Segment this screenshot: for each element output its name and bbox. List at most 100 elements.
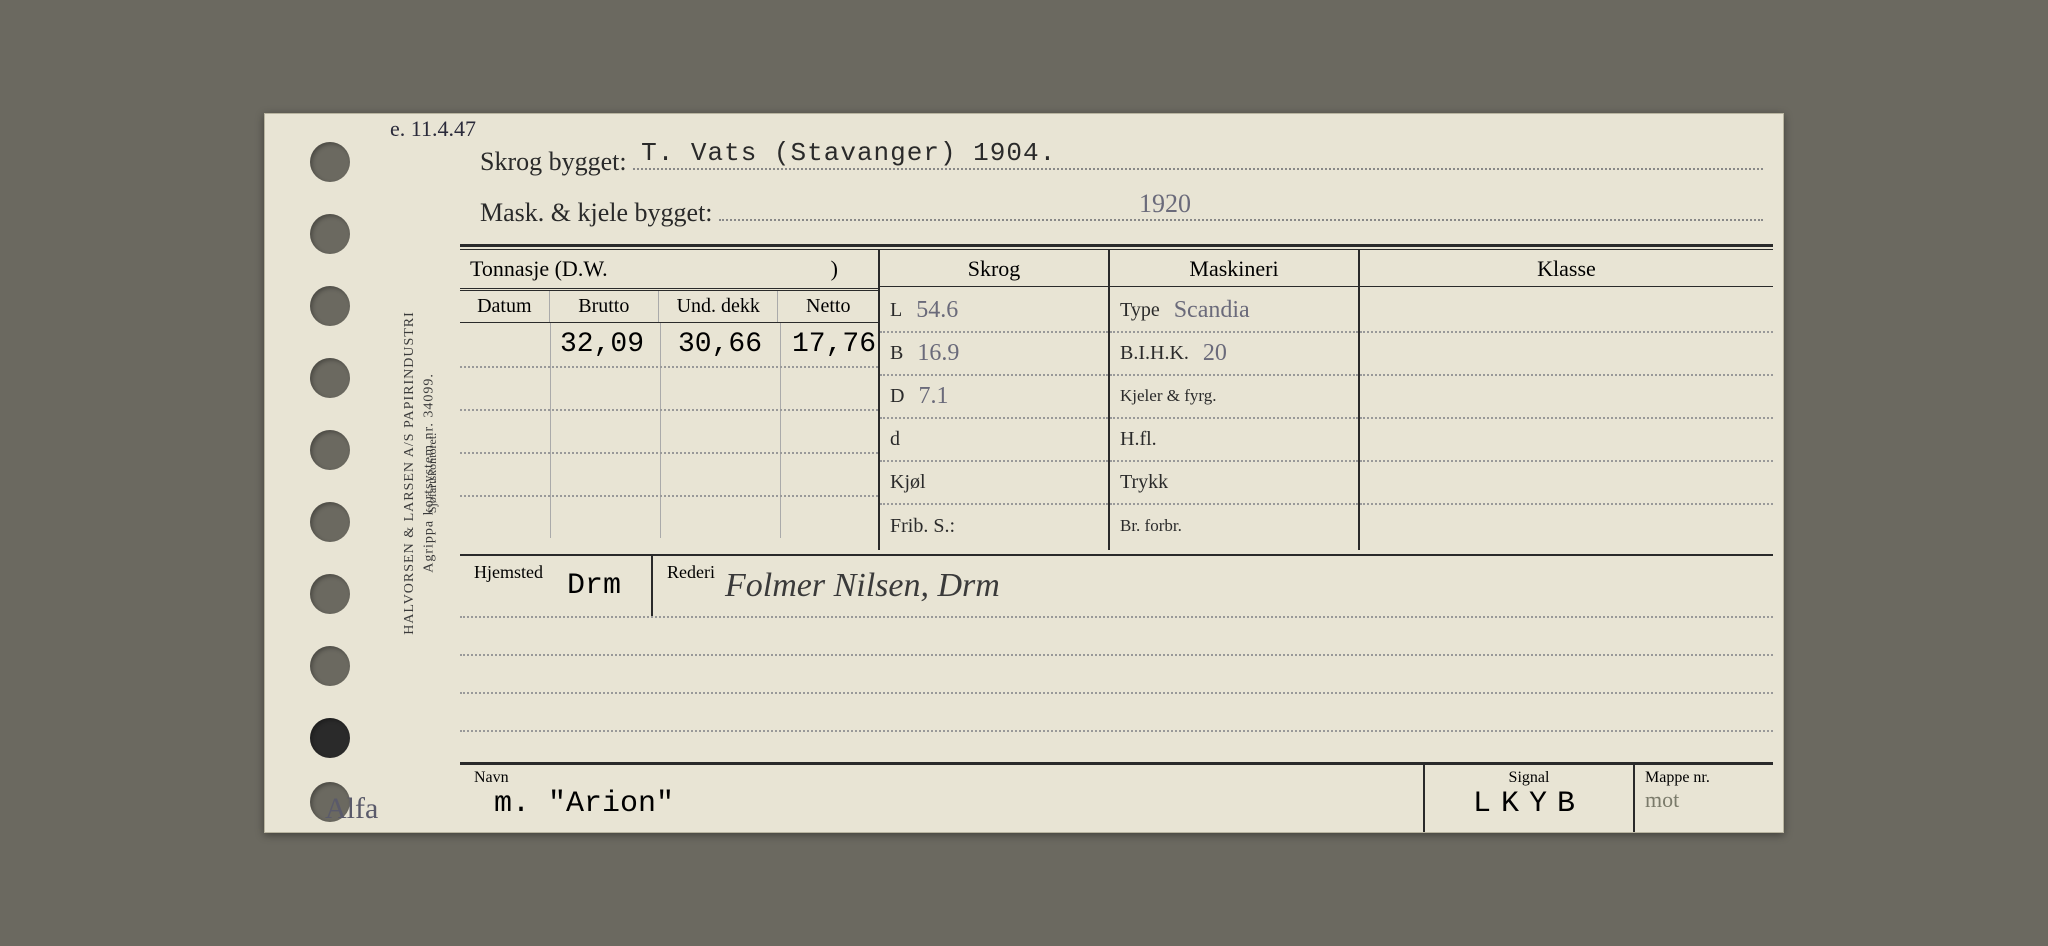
handwritten-alfa: Alfa bbox=[325, 792, 378, 826]
rederi-value: Folmer Nilsen, Drm bbox=[725, 567, 1000, 605]
punch-hole bbox=[310, 430, 350, 470]
card-content: e. 11.4.47 Skrog bygget: T. Vats (Stavan… bbox=[460, 114, 1783, 832]
kjeler-label: Kjeler & fyrg. bbox=[1120, 387, 1216, 406]
trykk-row: Trykk bbox=[1110, 462, 1358, 505]
skrog-d2-row: d bbox=[880, 419, 1108, 462]
mask-kjele-value: 1920 bbox=[1139, 189, 1191, 219]
klasse-section: Klasse bbox=[1360, 250, 1773, 550]
dotrow bbox=[460, 409, 878, 411]
dotrow bbox=[460, 654, 1773, 656]
col-und-dekk: Und. dekk bbox=[659, 291, 778, 322]
vline bbox=[550, 323, 551, 538]
maskineri-section: Maskineri Type Scandia B.I.H.K. 20 Kjeler … bbox=[1110, 250, 1360, 550]
hfl-row: H.fl. bbox=[1110, 419, 1358, 462]
mask-kjele-row: Mask. & kjele bygget: 1920 bbox=[480, 195, 1763, 228]
kjol-label: Kjøl bbox=[890, 471, 926, 494]
side-office-text: Sjøfartskontoret. bbox=[425, 433, 440, 513]
hjemsted-label: Hjemsted bbox=[460, 556, 557, 601]
mask-kjele-label: Mask. & kjele bygget: bbox=[480, 198, 719, 228]
skrog-bygget-label: Skrog bygget: bbox=[480, 147, 633, 177]
mask-kjele-field: 1920 bbox=[719, 195, 1763, 221]
tonnasje-column-headers: Datum Brutto Und. dekk Netto bbox=[460, 291, 878, 323]
dotrow bbox=[460, 366, 878, 368]
bihk-label: B.I.H.K. bbox=[1120, 342, 1189, 365]
signal-box: Signal LKYB bbox=[1423, 765, 1633, 832]
klasse-body bbox=[1360, 287, 1773, 547]
maskineri-body: Type Scandia B.I.H.K. 20 Kjeler & fyrg. H.… bbox=[1110, 287, 1358, 547]
navn-box: Navn m. "Arion" bbox=[460, 765, 1423, 832]
type-label: Type bbox=[1120, 299, 1160, 322]
kjeler-row: Kjeler & fyrg. bbox=[1110, 376, 1358, 419]
main-grid: Tonnasje (D.W. ) Datum Brutto Und. dekk … bbox=[460, 244, 1773, 550]
tonnasje-title-right: ) bbox=[821, 250, 848, 288]
punch-hole-strip bbox=[265, 114, 395, 832]
mappe-box: Mappe nr. mot bbox=[1633, 765, 1773, 832]
D-label: D bbox=[890, 385, 904, 408]
manufacturer-line: HALVORSEN & LARSEN A/S PAPIRINDUSTRI bbox=[402, 311, 417, 635]
signal-label: Signal bbox=[1429, 769, 1629, 787]
tonnasje-title-left: Tonnasje (D.W. bbox=[460, 250, 618, 288]
bihk-val: 20 bbox=[1203, 340, 1227, 367]
col-brutto: Brutto bbox=[550, 291, 659, 322]
br-row: Br. forbr. bbox=[1110, 505, 1358, 548]
B-val: 16.9 bbox=[917, 340, 959, 367]
punch-hole bbox=[310, 214, 350, 254]
punch-hole bbox=[310, 574, 350, 614]
val-netto: 17,76 bbox=[792, 329, 876, 360]
punch-hole bbox=[310, 646, 350, 686]
dotrow bbox=[460, 616, 1773, 618]
top-handwritten-note: e. 11.4.47 bbox=[390, 116, 476, 142]
mappe-label: Mappe nr. bbox=[1645, 769, 1763, 787]
type-val: Scandia bbox=[1174, 297, 1250, 324]
vline bbox=[780, 323, 781, 538]
bihk-row: B.I.H.K. 20 bbox=[1110, 333, 1358, 376]
L-val: 54.6 bbox=[916, 297, 958, 324]
hjemsted-rederi-row: Hjemsted Drm Rederi Folmer Nilsen, Drm bbox=[460, 554, 1773, 616]
col-datum: Datum bbox=[460, 291, 550, 322]
dotrow bbox=[460, 452, 878, 454]
tonnasje-title-row: Tonnasje (D.W. ) bbox=[460, 250, 878, 291]
L-label: L bbox=[890, 299, 902, 322]
skrog-bygget-row: Skrog bygget: T. Vats (Stavanger) 1904. bbox=[480, 144, 1763, 177]
signal-value: LKYB bbox=[1429, 787, 1629, 821]
punch-hole bbox=[310, 286, 350, 326]
D-val: 7.1 bbox=[918, 383, 948, 410]
navn-label: Navn bbox=[474, 769, 1409, 787]
tonnasje-body: 32,09 30,66 17,76 bbox=[460, 323, 878, 538]
skrog-D-row: D 7.1 bbox=[880, 376, 1108, 419]
bottom-row: Navn m. "Arion" Signal LKYB Mappe nr. mo… bbox=[460, 765, 1773, 832]
B-label: B bbox=[890, 342, 903, 365]
skrog-body: L 54.6 B 16.9 D 7.1 d Kjøl Frib. S.: bbox=[880, 287, 1108, 547]
hfl-label: H.fl. bbox=[1120, 428, 1157, 451]
skrog-bygget-value: T. Vats (Stavanger) 1904. bbox=[641, 138, 1056, 168]
val-und: 30,66 bbox=[678, 329, 762, 360]
tonnasje-section: Tonnasje (D.W. ) Datum Brutto Und. dekk … bbox=[460, 250, 880, 550]
klasse-row bbox=[1360, 333, 1773, 376]
dotrow bbox=[460, 495, 878, 497]
header-section: Skrog bygget: T. Vats (Stavanger) 1904. … bbox=[460, 114, 1783, 228]
br-label: Br. forbr. bbox=[1120, 517, 1182, 536]
punch-hole bbox=[310, 142, 350, 182]
maskineri-title: Maskineri bbox=[1110, 250, 1358, 287]
index-card: Alfa HALVORSEN & LARSEN A/S PAPIRINDUSTR… bbox=[264, 113, 1784, 833]
punch-hole bbox=[310, 358, 350, 398]
trykk-label: Trykk bbox=[1120, 471, 1168, 494]
dotrow bbox=[460, 692, 1773, 694]
columns-row: Tonnasje (D.W. ) Datum Brutto Und. dekk … bbox=[460, 250, 1773, 550]
klasse-row bbox=[1360, 290, 1773, 333]
skrog-bygget-field: T. Vats (Stavanger) 1904. bbox=[633, 144, 1763, 170]
klasse-title: Klasse bbox=[1360, 250, 1773, 287]
klasse-row bbox=[1360, 462, 1773, 505]
klasse-row bbox=[1360, 376, 1773, 419]
skrog-title: Skrog bbox=[880, 250, 1108, 287]
col-netto: Netto bbox=[778, 291, 878, 322]
val-brutto: 32,09 bbox=[560, 329, 644, 360]
frib-label: Frib. S.: bbox=[890, 515, 955, 538]
skrog-kjol-row: Kjøl bbox=[880, 462, 1108, 505]
punch-hole bbox=[310, 718, 350, 758]
punch-hole bbox=[310, 502, 350, 542]
type-row: Type Scandia bbox=[1110, 290, 1358, 333]
vline bbox=[660, 323, 661, 538]
skrog-section: Skrog L 54.6 B 16.9 D 7.1 d Kjøl Frib. S.: bbox=[880, 250, 1110, 550]
skrog-L-row: L 54.6 bbox=[880, 290, 1108, 333]
